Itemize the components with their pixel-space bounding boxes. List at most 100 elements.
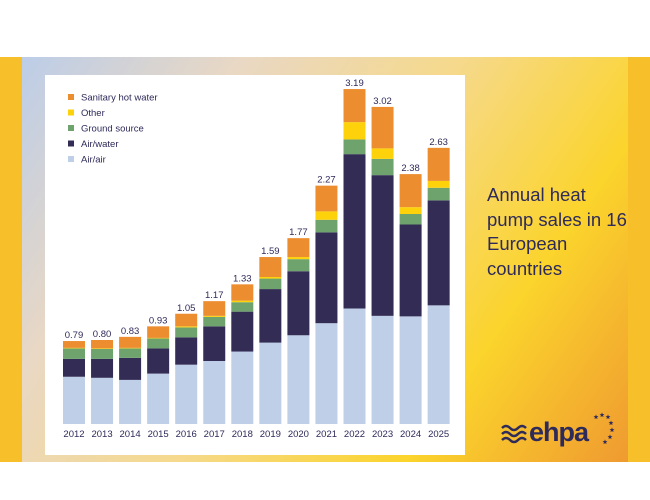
bar-segment-air-water bbox=[203, 326, 226, 361]
bar-segment-ground-source bbox=[287, 259, 310, 272]
legend-label: Sanitary hot water bbox=[81, 93, 158, 104]
legend-swatch bbox=[68, 94, 74, 100]
bar-segment-ground-source bbox=[119, 348, 142, 358]
total-label: 1.05 bbox=[177, 303, 196, 314]
bar-segment-sanitary-hot-water bbox=[399, 174, 422, 208]
bar-segment-other bbox=[91, 348, 114, 349]
x-tick-label: 2019 bbox=[260, 429, 281, 440]
bar-segment-sanitary-hot-water bbox=[427, 147, 450, 181]
bar-segment-other bbox=[203, 315, 226, 317]
bar-segment-air-water bbox=[231, 311, 254, 352]
bar-segment-sanitary-hot-water bbox=[175, 313, 198, 327]
bar-segment-other bbox=[287, 257, 310, 260]
bar-segment-ground-source bbox=[175, 327, 198, 338]
bar-segment-other bbox=[427, 180, 450, 188]
legend-label: Air/water bbox=[81, 139, 118, 150]
total-label: 2.38 bbox=[401, 163, 420, 174]
total-label: 0.80 bbox=[93, 329, 112, 340]
bar-segment-other bbox=[119, 347, 142, 349]
bar-segment-other bbox=[63, 347, 85, 349]
bar-segment-other bbox=[399, 207, 422, 214]
bar-segment-sanitary-hot-water bbox=[119, 336, 142, 348]
bar-segment-air-water bbox=[343, 154, 366, 309]
bar-segment-sanitary-hot-water bbox=[63, 341, 85, 348]
x-tick-label: 2017 bbox=[204, 429, 225, 440]
star-icon bbox=[607, 434, 613, 440]
legend-label: Air/air bbox=[81, 155, 106, 166]
x-tick-label: 2023 bbox=[372, 429, 393, 440]
total-label: 1.77 bbox=[289, 227, 308, 238]
total-label: 1.17 bbox=[205, 290, 224, 301]
x-tick-label: 2020 bbox=[288, 429, 309, 440]
chart-panel: 0.79 2012 0.80 2013 0.83 2014 0.93 2015 1.05 2016… bbox=[45, 75, 465, 455]
bar-segment-air-water bbox=[119, 357, 142, 380]
bar-segment-sanitary-hot-water bbox=[203, 301, 226, 316]
total-label: 1.59 bbox=[261, 246, 280, 257]
bar-segment-air-air bbox=[427, 305, 450, 424]
star-icon bbox=[593, 414, 599, 420]
bar-segment-ground-source bbox=[259, 278, 282, 290]
bar-segment-other bbox=[343, 122, 366, 140]
bar-segment-air-water bbox=[427, 200, 450, 306]
bar-segment-sanitary-hot-water bbox=[231, 284, 254, 301]
bar-segment-air-water bbox=[63, 358, 85, 377]
star-icon bbox=[599, 412, 605, 418]
bar-segment-air-air bbox=[91, 377, 114, 424]
bar-segment-air-water bbox=[259, 289, 282, 343]
x-tick-label: 2018 bbox=[232, 429, 253, 440]
side-title: Annual heat pump sales in 16 European co… bbox=[487, 184, 627, 279]
bar-segment-air-air bbox=[399, 316, 422, 424]
bar-segment-ground-source bbox=[343, 139, 366, 155]
bar-segment-sanitary-hot-water bbox=[343, 89, 366, 123]
bar-segment-ground-source bbox=[147, 338, 170, 349]
total-label: 0.93 bbox=[149, 315, 168, 326]
star-icon bbox=[609, 427, 615, 433]
total-label: 0.79 bbox=[65, 330, 84, 341]
bar-segment-air-air bbox=[259, 342, 282, 424]
bar-segment-other bbox=[231, 300, 254, 303]
bar-segment-other bbox=[175, 326, 198, 328]
bar-segment-air-water bbox=[287, 271, 310, 336]
total-label: 0.83 bbox=[121, 326, 140, 337]
bar-segment-air-water bbox=[315, 232, 338, 324]
bar-segment-air-air bbox=[175, 364, 198, 424]
total-label: 3.02 bbox=[373, 96, 392, 107]
x-tick-label: 2013 bbox=[91, 429, 112, 440]
x-tick-label: 2015 bbox=[148, 429, 169, 440]
x-tick-label: 2021 bbox=[316, 429, 337, 440]
total-label: 2.27 bbox=[317, 175, 336, 186]
bar-segment-sanitary-hot-water bbox=[315, 185, 338, 212]
x-tick-label: 2016 bbox=[176, 429, 197, 440]
bar-segment-ground-source bbox=[371, 158, 394, 176]
bar-segment-air-water bbox=[175, 337, 198, 365]
total-label: 2.63 bbox=[429, 137, 448, 148]
x-tick-label: 2022 bbox=[344, 429, 365, 440]
stacked-bar-chart: 0.79 2012 0.80 2013 0.83 2014 0.93 2015 1.05 2016… bbox=[63, 78, 450, 440]
legend-swatch bbox=[68, 140, 74, 147]
logo-text: ehpa bbox=[529, 417, 589, 447]
bar-segment-sanitary-hot-water bbox=[147, 326, 170, 338]
x-tick-label: 2014 bbox=[120, 429, 141, 440]
bar-segment-other bbox=[315, 211, 338, 220]
star-icon bbox=[608, 420, 614, 426]
bar-segment-air-air bbox=[231, 351, 254, 424]
bar-segment-air-water bbox=[147, 348, 170, 374]
bar-segment-ground-source bbox=[427, 187, 450, 201]
bar-segment-air-air bbox=[343, 308, 366, 424]
bar-segment-air-air bbox=[147, 373, 170, 424]
legend-label: Ground source bbox=[81, 124, 144, 135]
bar-segment-air-air bbox=[119, 379, 142, 424]
bar-segment-sanitary-hot-water bbox=[287, 238, 310, 258]
bar-segment-air-water bbox=[91, 358, 114, 378]
star-icon bbox=[605, 414, 611, 420]
bar-segment-sanitary-hot-water bbox=[91, 340, 114, 349]
legend-swatch bbox=[68, 125, 74, 131]
legend-swatch bbox=[68, 156, 74, 162]
star-icon bbox=[602, 439, 608, 445]
bar-segment-air-water bbox=[399, 224, 422, 317]
waves-icon bbox=[501, 424, 527, 444]
bar-segment-sanitary-hot-water bbox=[259, 257, 282, 277]
x-tick-label: 2012 bbox=[63, 429, 84, 440]
bar-segment-air-air bbox=[315, 323, 338, 424]
bar-segment-other bbox=[147, 337, 170, 339]
